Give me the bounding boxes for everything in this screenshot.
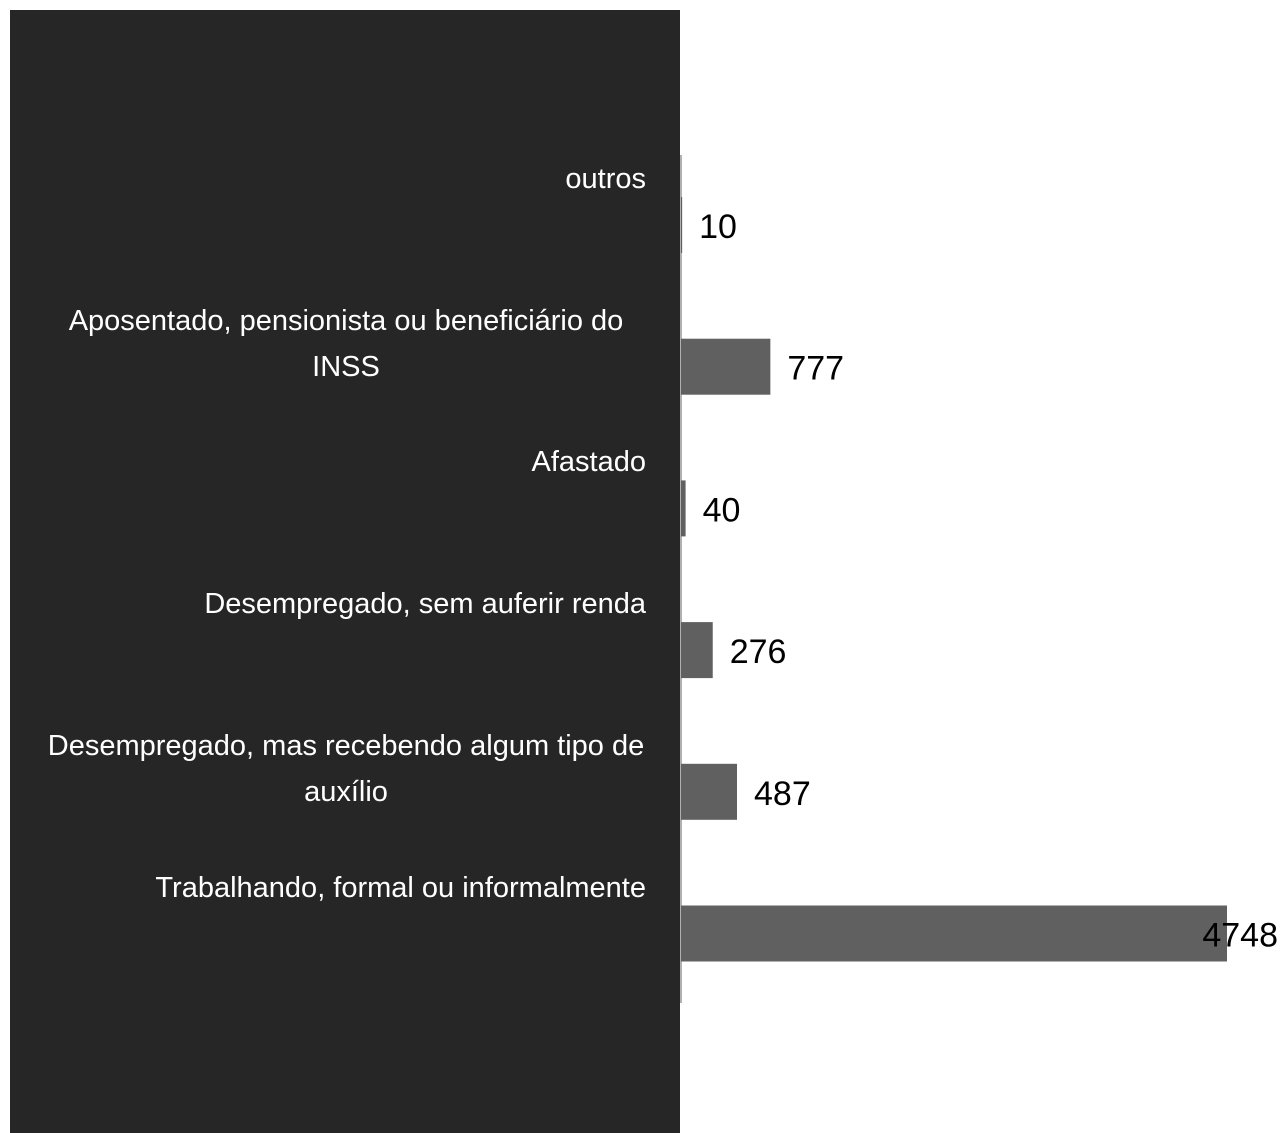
value-label: 777: [787, 350, 844, 388]
value-label: 10: [699, 208, 737, 246]
category-label: Trabalhando, formal ou informalmente: [155, 871, 646, 904]
bar: [681, 622, 713, 679]
category-label: Desempregado, mas recebendo algum tipo d…: [47, 729, 645, 808]
bar: [681, 905, 1227, 962]
value-label: 276: [730, 633, 787, 671]
value-label: 40: [703, 491, 741, 529]
bar: [681, 338, 771, 395]
category-label: Desempregado, sem auferir renda: [204, 588, 646, 621]
value-label: 4748: [1202, 916, 1278, 954]
bar: [681, 197, 683, 253]
category-label: Afastado: [531, 446, 646, 479]
bar: [681, 480, 686, 537]
category-label: Aposentado, pensionista ou beneficiário …: [68, 304, 624, 383]
label-panel: [10, 10, 680, 1133]
bar: [681, 763, 738, 820]
category-label: outros: [565, 163, 646, 195]
value-label: 487: [754, 775, 811, 813]
